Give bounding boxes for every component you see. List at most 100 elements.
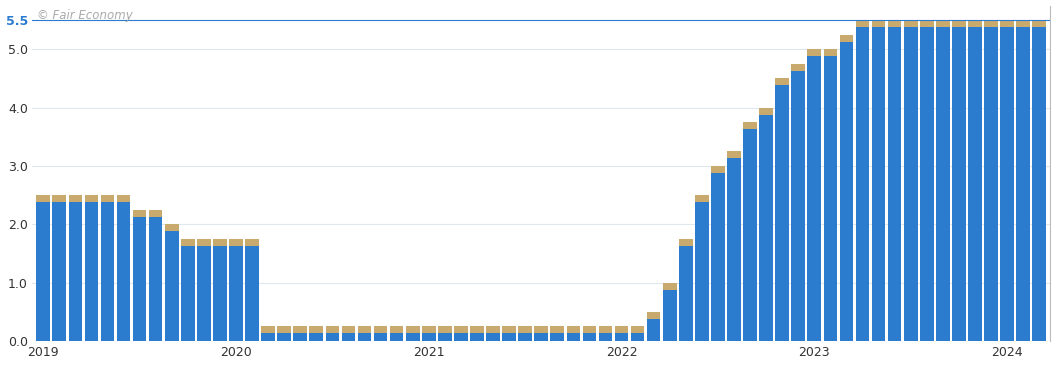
- Bar: [341, 326, 355, 333]
- Bar: [422, 333, 435, 341]
- Bar: [743, 122, 757, 129]
- Bar: [69, 202, 82, 341]
- Bar: [406, 326, 419, 333]
- Bar: [663, 283, 677, 289]
- Bar: [566, 333, 580, 341]
- Bar: [165, 224, 178, 231]
- Bar: [920, 27, 934, 341]
- Bar: [117, 202, 130, 341]
- Bar: [245, 246, 259, 341]
- Bar: [149, 210, 163, 217]
- Bar: [181, 246, 194, 341]
- Bar: [518, 326, 532, 333]
- Bar: [1033, 27, 1046, 341]
- Bar: [888, 20, 902, 27]
- Bar: [711, 173, 724, 341]
- Bar: [438, 326, 452, 333]
- Bar: [840, 35, 853, 42]
- Bar: [904, 20, 918, 27]
- Bar: [1000, 27, 1014, 341]
- Bar: [84, 202, 98, 341]
- Bar: [309, 333, 323, 341]
- Bar: [261, 333, 275, 341]
- Bar: [534, 333, 548, 341]
- Bar: [855, 20, 869, 27]
- Bar: [534, 326, 548, 333]
- Bar: [503, 326, 516, 333]
- Bar: [325, 326, 339, 333]
- Bar: [406, 333, 419, 341]
- Bar: [904, 27, 918, 341]
- Bar: [759, 115, 773, 341]
- Bar: [630, 326, 644, 333]
- Bar: [968, 20, 982, 27]
- Bar: [1000, 20, 1014, 27]
- Bar: [454, 326, 468, 333]
- Bar: [599, 333, 612, 341]
- Bar: [808, 49, 822, 56]
- Bar: [936, 27, 949, 341]
- Bar: [984, 20, 998, 27]
- Bar: [872, 20, 885, 27]
- Bar: [470, 333, 484, 341]
- Bar: [791, 64, 805, 71]
- Bar: [325, 333, 339, 341]
- Bar: [936, 20, 949, 27]
- Bar: [1033, 20, 1046, 27]
- Bar: [711, 166, 724, 173]
- Bar: [486, 326, 499, 333]
- Bar: [728, 158, 741, 341]
- Bar: [374, 326, 388, 333]
- Bar: [695, 195, 709, 202]
- Bar: [390, 333, 403, 341]
- Bar: [181, 239, 194, 246]
- Bar: [599, 326, 612, 333]
- Bar: [294, 333, 307, 341]
- Bar: [486, 333, 499, 341]
- Bar: [438, 333, 452, 341]
- Bar: [229, 239, 243, 246]
- Bar: [1016, 27, 1030, 341]
- Bar: [968, 27, 982, 341]
- Bar: [566, 326, 580, 333]
- Bar: [100, 195, 114, 202]
- Bar: [920, 20, 934, 27]
- Bar: [53, 202, 67, 341]
- Bar: [278, 326, 291, 333]
- Bar: [663, 289, 677, 341]
- Bar: [358, 333, 372, 341]
- Bar: [69, 195, 82, 202]
- Bar: [149, 217, 163, 341]
- Bar: [36, 195, 50, 202]
- Bar: [197, 246, 211, 341]
- Bar: [503, 333, 516, 341]
- Bar: [808, 56, 822, 341]
- Bar: [759, 108, 773, 115]
- Bar: [278, 333, 291, 341]
- Bar: [213, 239, 227, 246]
- Bar: [133, 217, 147, 341]
- Bar: [679, 246, 693, 341]
- Bar: [294, 326, 307, 333]
- Bar: [984, 27, 998, 341]
- Bar: [824, 49, 837, 56]
- Bar: [888, 27, 902, 341]
- Bar: [84, 195, 98, 202]
- Bar: [165, 231, 178, 341]
- Bar: [374, 333, 388, 341]
- Bar: [422, 326, 435, 333]
- Bar: [791, 71, 805, 341]
- Bar: [309, 326, 323, 333]
- Bar: [550, 333, 564, 341]
- Bar: [583, 326, 597, 333]
- Bar: [470, 326, 484, 333]
- Bar: [953, 27, 965, 341]
- Bar: [630, 333, 644, 341]
- Bar: [133, 210, 147, 217]
- Bar: [615, 326, 628, 333]
- Bar: [229, 246, 243, 341]
- Bar: [550, 326, 564, 333]
- Bar: [390, 326, 403, 333]
- Bar: [245, 239, 259, 246]
- Bar: [213, 246, 227, 341]
